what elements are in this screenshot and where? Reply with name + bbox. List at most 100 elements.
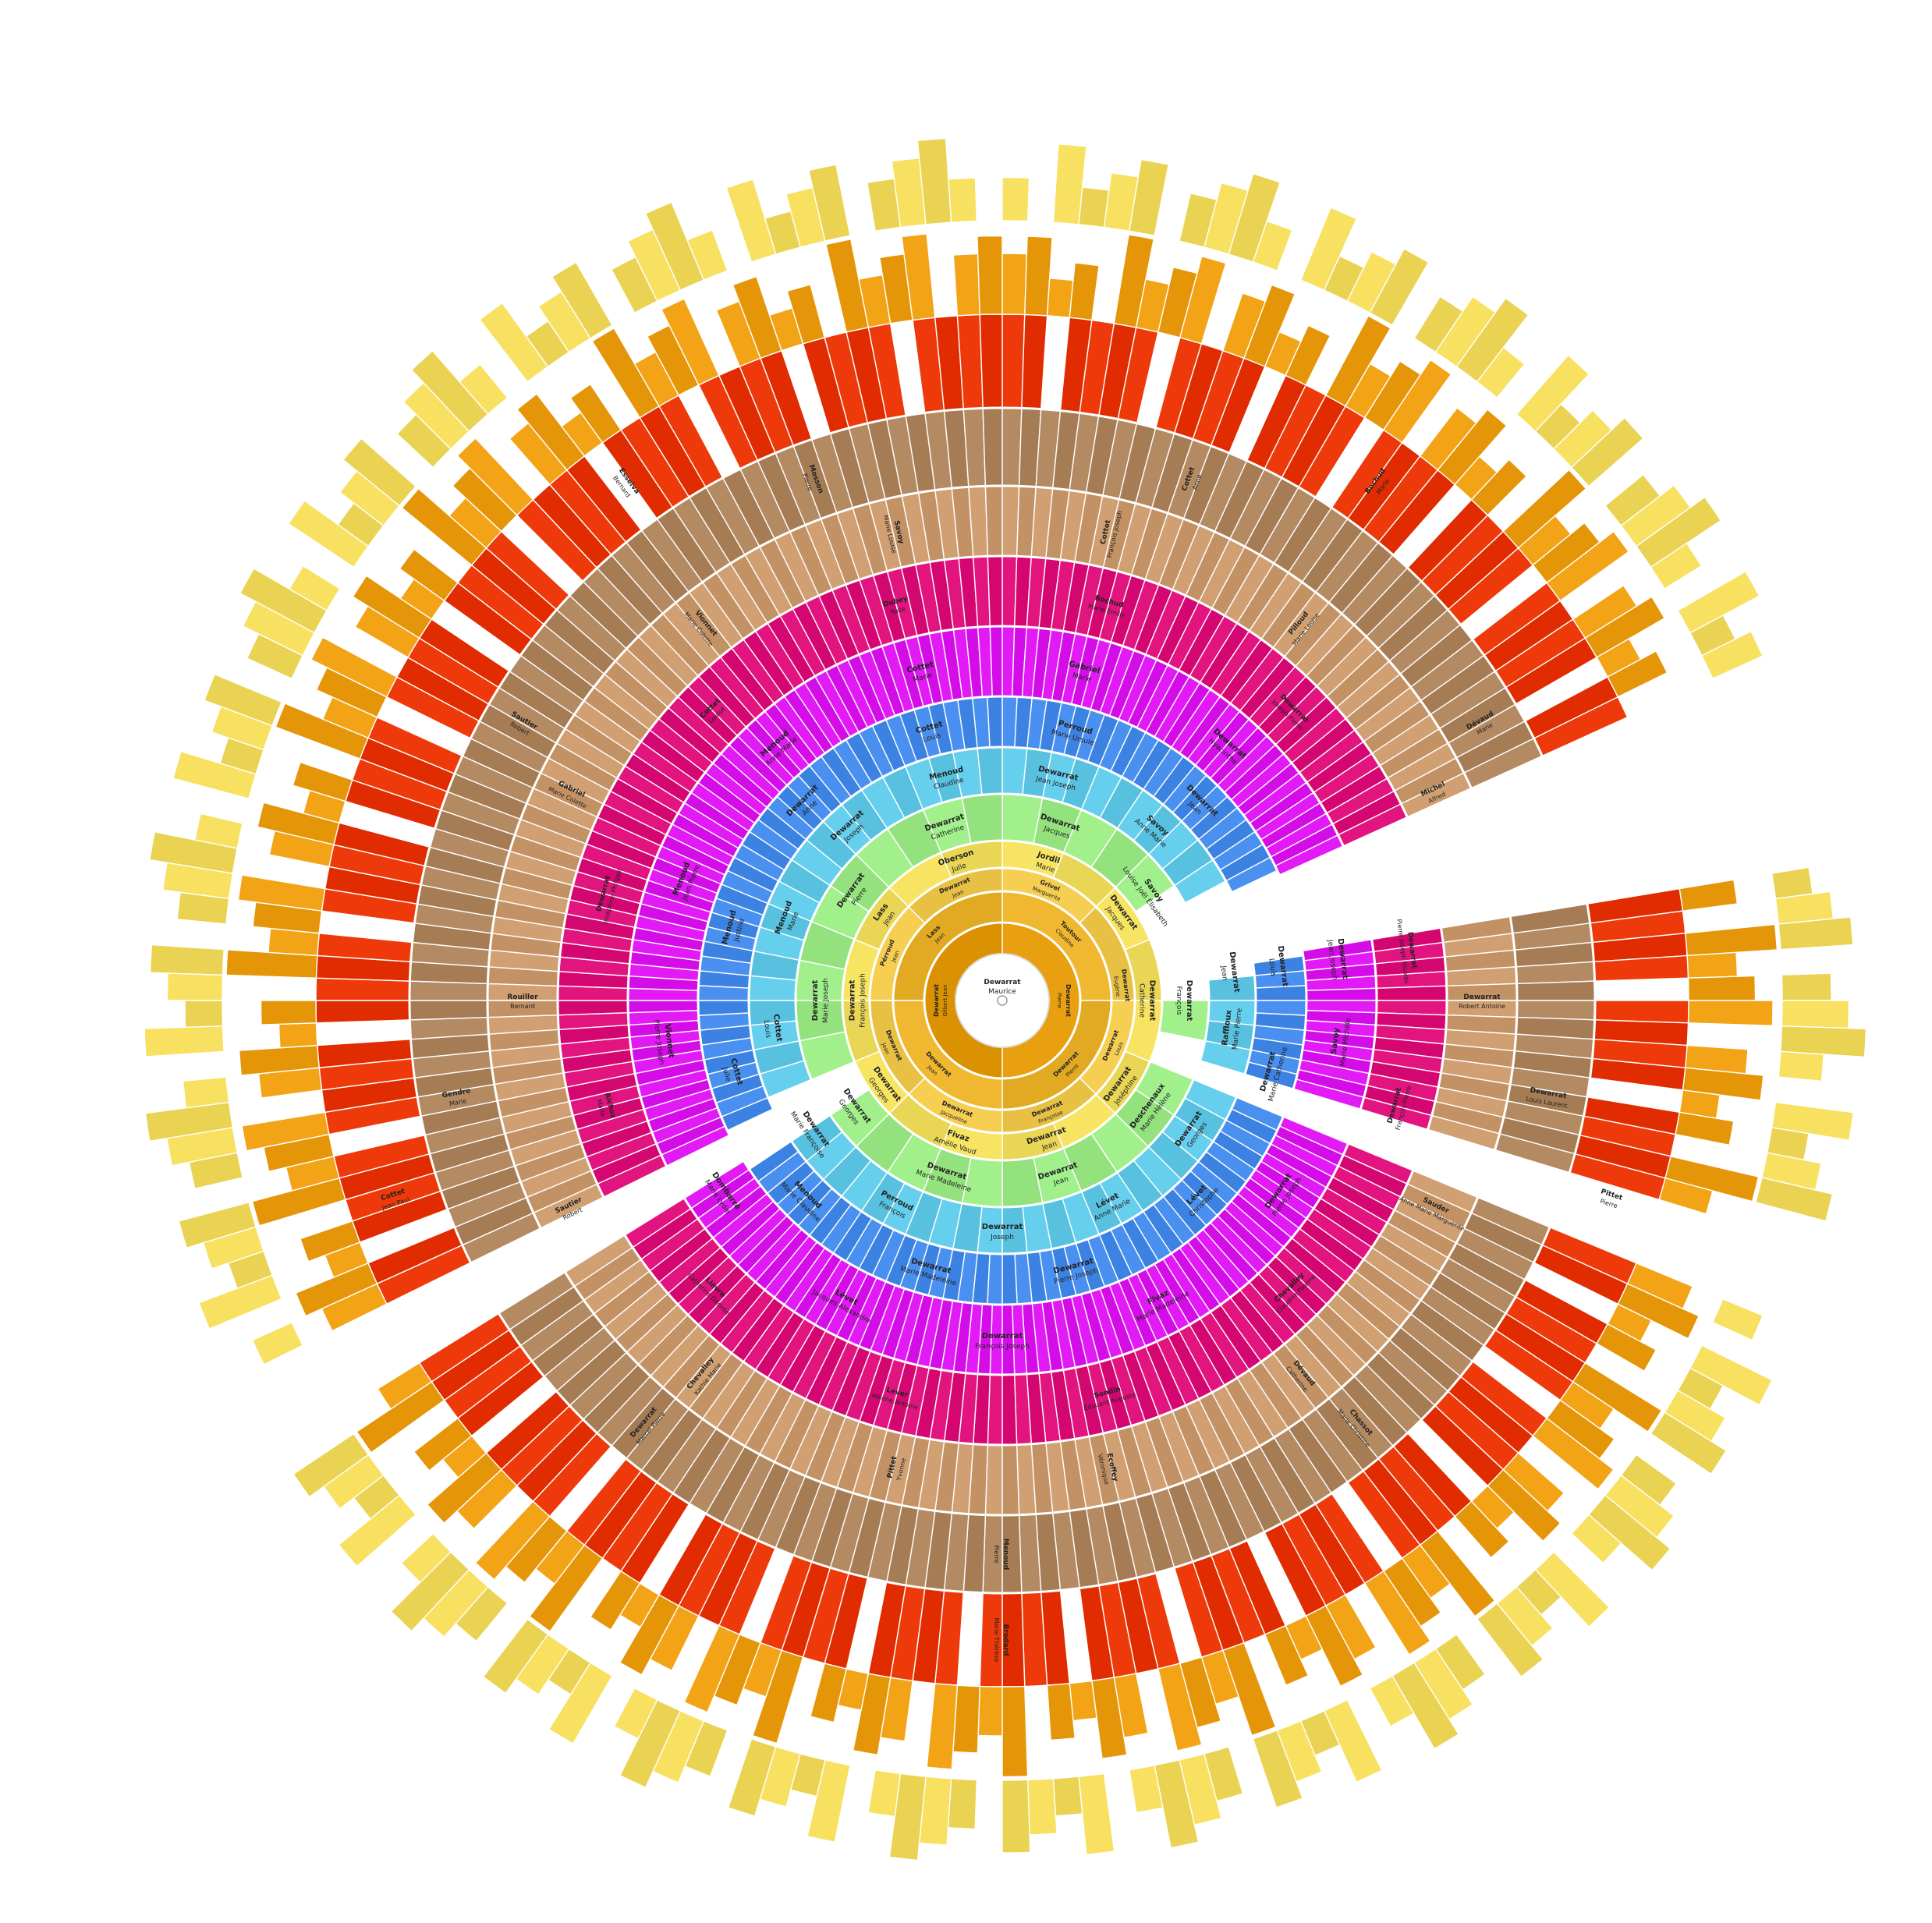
person-segment-gen-12[interactable] — [1001, 313, 1026, 409]
person-segment-gen-14[interactable] — [204, 673, 283, 727]
person-segment-gen-13[interactable] — [952, 253, 980, 317]
person-segment-gen-14[interactable] — [1781, 972, 1832, 1001]
person-segment-gen-13[interactable] — [241, 1111, 330, 1152]
person-segment-gen-12[interactable] — [979, 313, 1003, 409]
person-segment-gen-13[interactable] — [1658, 1177, 1714, 1215]
person-segment-gen-14[interactable] — [948, 177, 978, 223]
person-segment-gen-13[interactable] — [977, 1685, 1003, 1737]
person-segment-gen-9[interactable] — [987, 555, 1003, 627]
person-segment-gen-9[interactable] — [557, 1000, 629, 1016]
person-segment-gen-5[interactable] — [1158, 1000, 1210, 1042]
person-segment-gen-14[interactable] — [1078, 1772, 1115, 1855]
person-segment-gen-11[interactable] — [409, 1000, 489, 1021]
person-segment-gen-7[interactable] — [1254, 985, 1307, 1001]
person-segment-gen-14[interactable] — [1001, 1779, 1031, 1854]
person-segment-gen-12[interactable] — [1593, 1000, 1689, 1024]
person-segment-gen-13[interactable] — [1607, 650, 1668, 698]
person-segment-gen-14[interactable] — [1755, 1177, 1834, 1222]
person-segment-gen-13[interactable] — [1001, 1685, 1029, 1778]
person-segment-gen-14[interactable] — [184, 1000, 224, 1029]
person-segment-gen-13[interactable] — [413, 1417, 473, 1471]
person-segment-gen-13[interactable] — [810, 1663, 848, 1723]
person-segment-gen-14[interactable] — [1252, 1730, 1303, 1808]
person-segment-gen-10[interactable] — [984, 1443, 1003, 1516]
person-segment-gen-13[interactable] — [260, 1000, 317, 1025]
person-segment-gen-13[interactable] — [1264, 1624, 1310, 1687]
person-segment-gen-14[interactable] — [551, 261, 613, 339]
person-segment-gen-13[interactable] — [1157, 1663, 1203, 1752]
person-segment-gen-13[interactable] — [977, 235, 1003, 316]
person-segment-gen-14[interactable] — [400, 1532, 452, 1584]
person-segment-gen-13[interactable] — [1687, 1000, 1774, 1027]
person-segment-gen-14[interactable] — [1129, 1764, 1164, 1814]
person-segment-gen-13[interactable] — [683, 1624, 741, 1713]
person-segment-gen-13[interactable] — [901, 232, 936, 321]
person-segment-gen-9[interactable] — [1001, 1374, 1018, 1446]
person-segment-gen-14[interactable] — [193, 813, 243, 849]
person-segment-gen-13[interactable] — [926, 1682, 959, 1770]
person-segment-gen-6[interactable] — [977, 746, 1003, 796]
person-segment-gen-14[interactable] — [1252, 220, 1293, 271]
person-segment-gen-13[interactable] — [1679, 879, 1739, 912]
person-segment-gen-13[interactable] — [310, 636, 398, 698]
person-segment-gen-14[interactable] — [1570, 416, 1644, 487]
person-segment-gen-7[interactable] — [697, 1000, 750, 1016]
person-segment-gen-14[interactable] — [807, 164, 851, 242]
person-segment-gen-10[interactable] — [984, 485, 1003, 558]
person-segment-gen-13[interactable] — [1675, 1111, 1735, 1146]
person-segment-gen-14[interactable] — [1026, 1778, 1058, 1836]
person-segment-gen-13[interactable] — [278, 1022, 318, 1049]
person-segment-gen-14[interactable] — [947, 1778, 978, 1830]
person-segment-gen-14[interactable] — [1711, 1298, 1764, 1341]
person-segment-gen-14[interactable] — [182, 1076, 230, 1109]
person-segment-gen-13[interactable] — [377, 1362, 433, 1410]
person-segment-gen-13[interactable] — [1069, 1680, 1097, 1722]
person-segment-gen-12[interactable] — [1021, 313, 1048, 410]
person-segment-gen-14[interactable] — [1001, 176, 1030, 222]
person-segment-gen-13[interactable] — [1454, 1500, 1510, 1559]
person-segment-gen-13[interactable] — [1470, 459, 1528, 516]
person-segment-gen-14[interactable] — [1052, 1776, 1083, 1817]
person-segment-gen-11[interactable] — [982, 407, 1003, 487]
person-segment-gen-13[interactable] — [1382, 359, 1452, 444]
person-segment-gen-7[interactable] — [987, 696, 1003, 749]
root-person-disc[interactable] — [955, 953, 1050, 1048]
person-segment-gen-14[interactable] — [1650, 542, 1703, 590]
person-segment-gen-14[interactable] — [1369, 248, 1430, 326]
person-segment-gen-14[interactable] — [686, 229, 728, 282]
person-segment-gen-14[interactable] — [149, 944, 225, 976]
person-segment-gen-13[interactable] — [1285, 324, 1331, 386]
person-segment-gen-13[interactable] — [1046, 278, 1074, 319]
person-segment-gen-13[interactable] — [661, 298, 720, 386]
person-segment-gen-13[interactable] — [1532, 1417, 1615, 1490]
person-segment-gen-13[interactable] — [569, 383, 622, 444]
person-segment-gen-13[interactable] — [589, 1570, 641, 1631]
person-segment-gen-10[interactable] — [1001, 1443, 1020, 1516]
person-segment-gen-14[interactable] — [288, 565, 341, 611]
person-segment-gen-13[interactable] — [292, 761, 353, 802]
person-segment-gen-14[interactable] — [1369, 1675, 1415, 1727]
person-segment-gen-14[interactable] — [166, 972, 224, 1001]
person-segment-gen-14[interactable] — [144, 1025, 225, 1057]
person-segment-gen-13[interactable] — [399, 548, 459, 602]
person-segment-gen-14[interactable] — [292, 1433, 370, 1498]
person-segment-gen-13[interactable] — [237, 874, 326, 912]
person-segment-gen-7[interactable] — [1001, 1252, 1018, 1305]
person-segment-gen-13[interactable] — [1069, 262, 1100, 321]
person-segment-gen-13[interactable] — [1363, 1570, 1431, 1656]
person-segment-gen-14[interactable] — [459, 363, 509, 416]
person-segment-gen-9[interactable] — [1376, 985, 1448, 1001]
person-segment-gen-14[interactable] — [1700, 630, 1764, 680]
person-segment-gen-14[interactable] — [1476, 1602, 1544, 1678]
person-segment-gen-13[interactable] — [1546, 530, 1630, 602]
person-segment-gen-10[interactable] — [1001, 485, 1020, 558]
person-segment-gen-13[interactable] — [456, 437, 534, 516]
person-segment-gen-14[interactable] — [1778, 916, 1854, 951]
person-segment-gen-8[interactable] — [627, 1000, 699, 1014]
person-segment-gen-13[interactable] — [474, 1500, 551, 1581]
person-segment-gen-13[interactable] — [300, 1220, 361, 1263]
person-segment-gen-11[interactable] — [409, 980, 489, 1001]
person-segment-gen-11[interactable] — [1515, 980, 1596, 1001]
person-segment-gen-13[interactable] — [786, 284, 826, 345]
person-segment-gen-14[interactable] — [1778, 1050, 1824, 1082]
